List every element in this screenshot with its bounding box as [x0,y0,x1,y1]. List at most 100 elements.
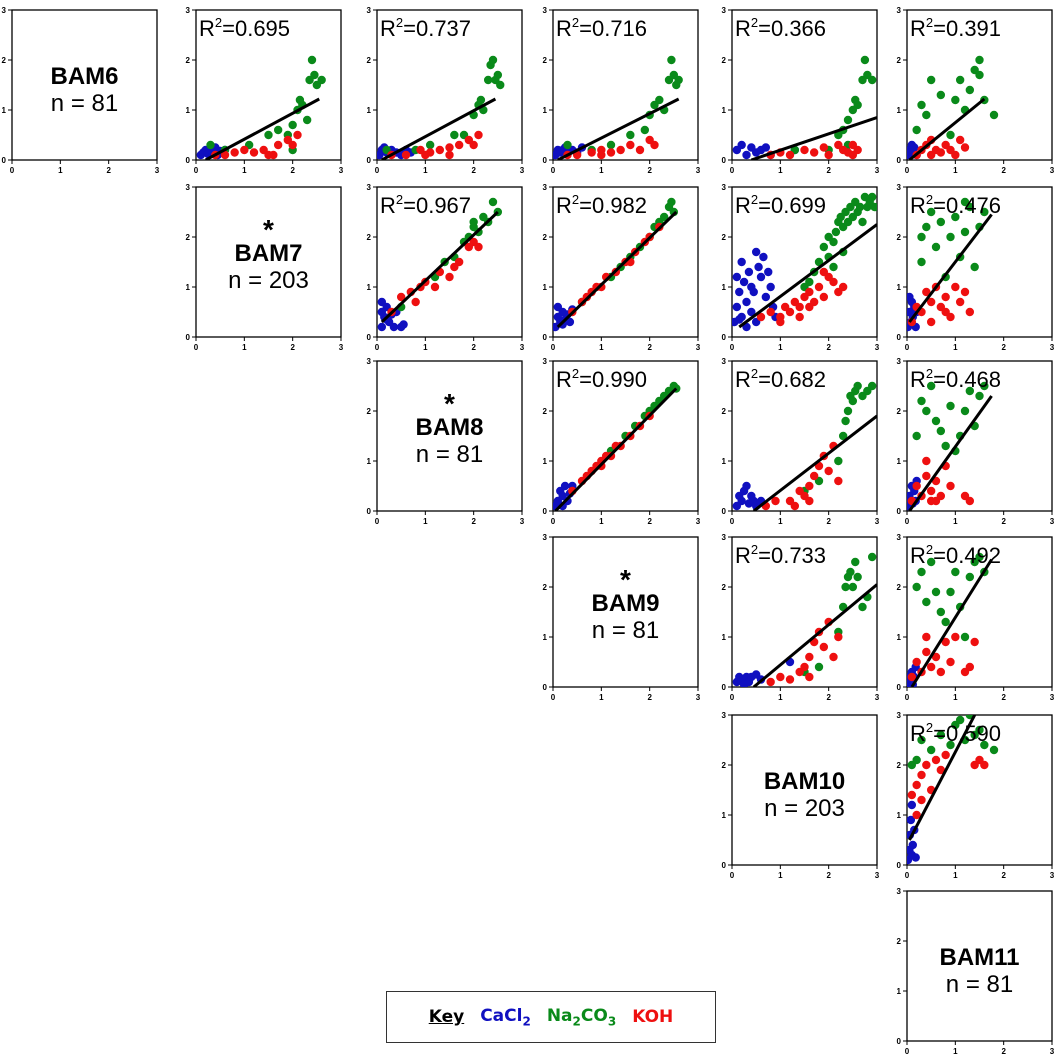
point-koh [922,456,931,466]
x-tick-label: 1 [423,343,428,352]
r-squared-label: R2=0.737 [380,15,471,41]
variable-label: BAM8 [415,414,483,441]
y-tick-label: 2 [543,56,548,65]
point-koh [946,657,955,667]
point-na2co3 [912,755,921,765]
regression-line [908,715,976,841]
point-koh [805,496,814,506]
panel-frame [731,9,878,161]
point-cacl2 [742,297,751,307]
r-squared-label: R2=0.990 [556,366,647,392]
point-na2co3 [960,632,970,642]
key-title: Key [428,1007,465,1027]
point-koh [946,481,955,491]
regression-line [910,558,993,687]
x-tick-label: 1 [778,871,783,880]
point-koh [805,481,814,491]
point-koh [922,287,931,297]
regression-line [554,387,678,511]
point-na2co3 [851,557,860,567]
x-tick-label: 3 [1050,343,1055,352]
point-koh [951,632,960,642]
point-na2co3 [867,552,877,562]
y-tick-label: 2 [186,56,191,65]
point-na2co3 [858,602,867,612]
point-koh [474,130,483,140]
scatter-panel: 00 1 1 2 2 3 3 R2=0.468 [897,357,1055,526]
x-tick-label: 3 [155,166,160,175]
y-tick-label: 0 [186,333,191,342]
point-cacl2 [764,267,773,277]
point-koh [960,287,970,297]
x-tick-label: 1 [778,693,783,702]
point-cacl2 [761,292,771,302]
y-tick-label: 3 [186,6,191,15]
y-tick-label: 2 [722,407,727,416]
point-na2co3 [922,406,931,416]
variable-label: BAM10 [764,768,845,795]
x-tick-label: 2 [1001,343,1006,352]
regression-line [752,583,877,687]
significance-asterisk: * [444,388,455,419]
point-na2co3 [922,222,931,232]
point-na2co3 [936,217,946,227]
point-koh [941,292,950,302]
panel-frame [376,360,523,512]
y-tick-label: 3 [897,533,902,542]
y-tick-label: 2 [722,56,727,65]
point-cacl2 [761,143,771,152]
panel-frame [195,186,342,338]
y-tick-label: 0 [543,333,548,342]
point-cacl2 [737,496,746,506]
y-tick-label: 1 [897,633,902,642]
y-tick-label: 2 [897,937,902,946]
point-na2co3 [814,257,824,267]
point-na2co3 [814,662,824,672]
r-squared-label: R2=0.733 [735,542,826,568]
y-tick-label: 2 [543,233,548,242]
regression-line [556,210,678,329]
x-tick-label: 2 [1001,166,1006,175]
point-koh [834,632,843,642]
point-na2co3 [912,582,921,592]
point-na2co3 [843,406,853,416]
x-tick-label: 1 [599,693,604,702]
y-tick-label: 2 [897,233,902,242]
x-tick-label: 0 [551,166,556,175]
point-na2co3 [450,130,459,140]
point-na2co3 [848,582,858,592]
y-tick-label: 0 [897,156,902,165]
y-tick-label: 3 [897,711,902,720]
x-tick-label: 3 [1050,871,1055,880]
y-tick-label: 1 [897,987,902,996]
y-tick-label: 1 [722,457,727,466]
panel-frame [906,9,1053,161]
point-koh [931,652,941,662]
regression-line [381,97,497,160]
x-tick-label: 3 [520,343,525,352]
x-tick-label: 3 [339,166,344,175]
y-tick-label: 2 [722,233,727,242]
x-tick-label: 0 [10,166,15,175]
x-tick-label: 0 [375,517,380,526]
y-tick-label: 2 [543,407,548,416]
x-tick-label: 0 [905,166,910,175]
point-koh [912,657,921,667]
point-koh [293,130,302,140]
point-koh [838,282,848,292]
y-tick-label: 2 [722,761,727,770]
x-tick-label: 1 [599,343,604,352]
x-tick-label: 2 [1001,1047,1006,1056]
panel-frame [906,890,1053,1042]
r-squared-label: R2=0.716 [556,15,647,41]
x-tick-label: 0 [551,343,556,352]
point-na2co3 [917,396,926,406]
y-tick-label: 1 [367,457,372,466]
r-squared-label: R2=0.391 [910,15,1001,41]
point-na2co3 [659,212,669,222]
point-na2co3 [917,567,926,577]
point-na2co3 [989,745,999,755]
regression-line [908,213,993,323]
